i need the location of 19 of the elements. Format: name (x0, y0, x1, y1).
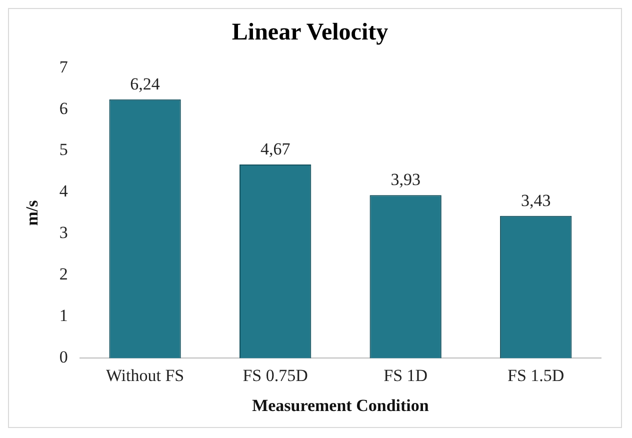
y-tick-label: 1 (59, 306, 68, 326)
x-tick-label: FS 0.75D (242, 366, 308, 385)
data-label: 6,24 (130, 74, 160, 94)
x-tick-label: FS 1.5D (508, 366, 564, 385)
x-tick-label: FS 1D (384, 366, 428, 385)
chart-title: Linear Velocity (232, 20, 388, 46)
y-tick-label: 7 (59, 57, 68, 76)
y-axis-title: m/s (22, 200, 42, 226)
data-label: 4,67 (260, 139, 291, 158)
y-tick-label: 2 (59, 264, 68, 284)
x-tick-label: Without FS (106, 366, 184, 385)
y-tick-label: 6 (59, 98, 68, 118)
x-axis-title: Measurement Condition (252, 396, 430, 416)
y-tick-label: 5 (59, 140, 68, 160)
data-label: 3,93 (390, 170, 420, 190)
y-tick-label: 0 (59, 348, 68, 367)
data-label: 3,43 (520, 190, 551, 210)
y-tick-label: 4 (59, 182, 68, 201)
y-tick-label: 3 (59, 223, 68, 242)
